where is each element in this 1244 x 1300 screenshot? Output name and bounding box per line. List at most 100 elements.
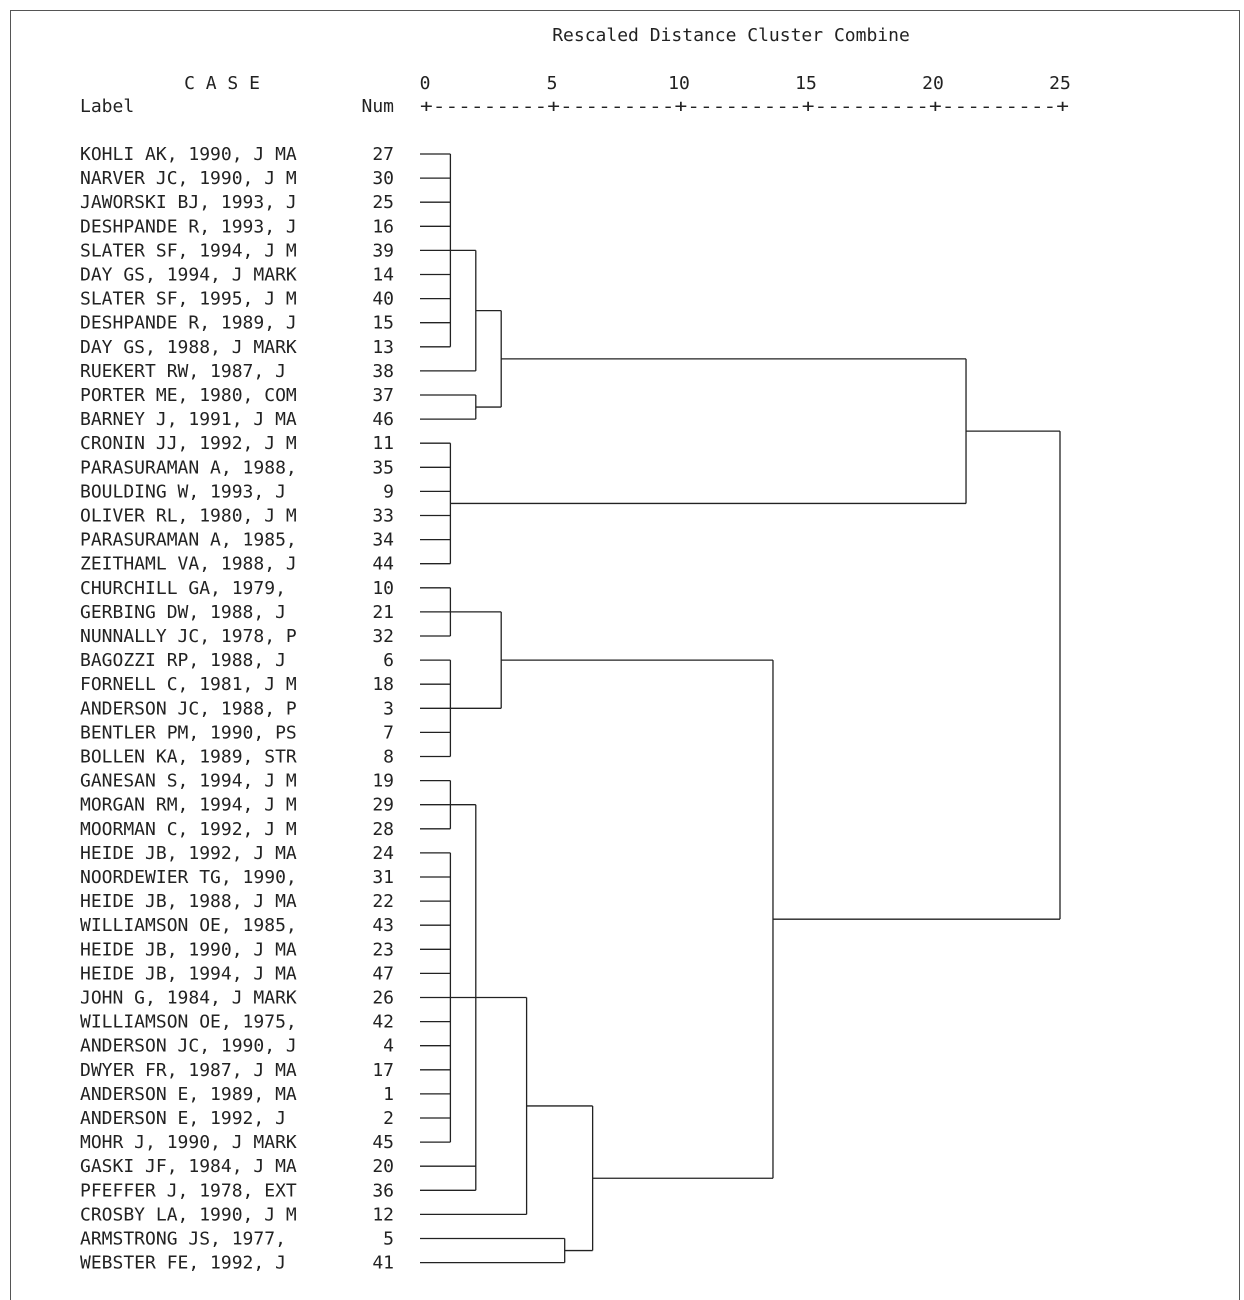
case-label: ARMSTRONG JS, 1977, [80, 1229, 286, 1250]
case-label: DAY GS, 1988, J MARK [80, 337, 297, 358]
case-num: 12 [372, 1204, 394, 1225]
case-label: ANDERSON JC, 1988, P [80, 698, 297, 719]
case-num: 37 [372, 385, 394, 406]
case-label: CHURCHILL GA, 1979, [80, 578, 286, 599]
case-num: 27 [372, 144, 394, 165]
axis-tick-label: 0 [420, 73, 431, 94]
axis-ticks: 0 5 10 15 20 25 [420, 73, 1071, 94]
case-num: 9 [383, 481, 394, 502]
case-num: 40 [372, 289, 394, 310]
case-label: DESHPANDE R, 1993, J [80, 216, 297, 237]
case-label: HEIDE JB, 1994, J MA [80, 963, 297, 984]
case-label: KOHLI AK, 1990, J MA [80, 144, 297, 165]
case-num: 4 [383, 1036, 394, 1057]
case-label: WEBSTER FE, 1992, J [80, 1253, 286, 1274]
case-num: 36 [372, 1180, 394, 1201]
axis-tick-label: 10 [668, 73, 690, 94]
case-num: 2 [383, 1108, 394, 1129]
axis-tick-label: 15 [795, 73, 817, 94]
case-label: MOORMAN C, 1992, J M [80, 819, 297, 840]
case-num: 3 [383, 698, 394, 719]
case-num: 44 [372, 554, 394, 575]
case-label: GASKI JF, 1984, J MA [80, 1156, 297, 1177]
case-label: JOHN G, 1984, J MARK [80, 988, 297, 1009]
case-num: 8 [383, 747, 394, 768]
case-num: 42 [372, 1012, 394, 1033]
case-num: 29 [372, 795, 394, 816]
case-label: JAWORSKI BJ, 1993, J [80, 192, 297, 213]
case-label: ANDERSON JC, 1990, J [80, 1036, 297, 1057]
case-label: WILLIAMSON OE, 1975, [80, 1012, 297, 1033]
case-num: 1 [383, 1084, 394, 1105]
case-num: 45 [372, 1132, 394, 1153]
case-num: 6 [383, 650, 394, 671]
case-label: DESHPANDE R, 1989, J [80, 313, 297, 334]
case-label: PORTER ME, 1980, COM [80, 385, 297, 406]
case-num: 7 [383, 722, 394, 743]
case-label: OLIVER RL, 1980, J M [80, 506, 297, 527]
case-num: 31 [372, 867, 394, 888]
case-num: 22 [372, 891, 394, 912]
case-label: HEIDE JB, 1988, J MA [80, 891, 297, 912]
case-num: 17 [372, 1060, 394, 1081]
case-label: MOHR J, 1990, J MARK [80, 1132, 297, 1153]
case-label: HEIDE JB, 1992, J MA [80, 843, 297, 864]
case-num: 10 [372, 578, 394, 599]
case-num: 46 [372, 409, 394, 430]
case-label: FORNELL C, 1981, J M [80, 674, 297, 695]
case-label: ANDERSON E, 1989, MA [80, 1084, 297, 1105]
case-num: 14 [372, 265, 394, 286]
case-num: 39 [372, 240, 394, 261]
case-num: 19 [372, 771, 394, 792]
case-label: BAGOZZI RP, 1988, J [80, 650, 286, 671]
case-label: PARASURAMAN A, 1988, [80, 457, 297, 478]
case-label: CROSBY LA, 1990, J M [80, 1204, 297, 1225]
case-label: MORGAN RM, 1994, J M [80, 795, 297, 816]
case-label: BARNEY J, 1991, J MA [80, 409, 297, 430]
case-num: 20 [372, 1156, 394, 1177]
case-label: SLATER SF, 1994, J M [80, 240, 297, 261]
case-label: BOULDING W, 1993, J [80, 481, 286, 502]
case-label: GERBING DW, 1988, J [80, 602, 286, 623]
chart-title: Rescaled Distance Cluster Combine [552, 25, 910, 46]
case-label: CRONIN JJ, 1992, J M [80, 433, 297, 454]
case-label: ANDERSON E, 1992, J [80, 1108, 286, 1129]
case-num: 25 [372, 192, 394, 213]
case-num: 24 [372, 843, 394, 864]
case-num: 32 [372, 626, 394, 647]
case-label: NARVER JC, 1990, J M [80, 168, 297, 189]
case-label: DWYER FR, 1987, J MA [80, 1060, 297, 1081]
case-label: SLATER SF, 1995, J M [80, 289, 297, 310]
dendrogram-frame [10, 10, 1240, 1300]
case-label: PARASURAMAN A, 1985, [80, 530, 297, 551]
case-num: 30 [372, 168, 394, 189]
case-num: 15 [372, 313, 394, 334]
case-num: 16 [372, 216, 394, 237]
case-num: 35 [372, 457, 394, 478]
case-label: RUEKERT RW, 1987, J [80, 361, 286, 382]
case-label: GANESAN S, 1994, J M [80, 771, 297, 792]
case-num: 21 [372, 602, 394, 623]
case-num: 13 [372, 337, 394, 358]
case-label: ZEITHAML VA, 1988, J [80, 554, 297, 575]
case-num: 41 [372, 1253, 394, 1274]
case-num: 34 [372, 530, 394, 551]
case-num: 5 [383, 1229, 394, 1250]
case-label: NUNNALLY JC, 1978, P [80, 626, 297, 647]
case-label: BENTLER PM, 1990, PS [80, 722, 297, 743]
case-label: BOLLEN KA, 1989, STR [80, 747, 297, 768]
axis-tick-label: 25 [1049, 73, 1071, 94]
case-label: WILLIAMSON OE, 1985, [80, 915, 297, 936]
label-column-header: Label [80, 96, 134, 117]
case-header: C A S E [184, 73, 260, 94]
num-column-header: Num [361, 96, 394, 117]
case-num: 11 [372, 433, 394, 454]
case-num: 38 [372, 361, 394, 382]
axis-tick-label: 20 [922, 73, 944, 94]
case-num: 43 [372, 915, 394, 936]
scale-rule: +---------+---------+---------+---------… [420, 96, 1069, 117]
case-label: DAY GS, 1994, J MARK [80, 265, 297, 286]
axis-tick-label: 5 [547, 73, 558, 94]
